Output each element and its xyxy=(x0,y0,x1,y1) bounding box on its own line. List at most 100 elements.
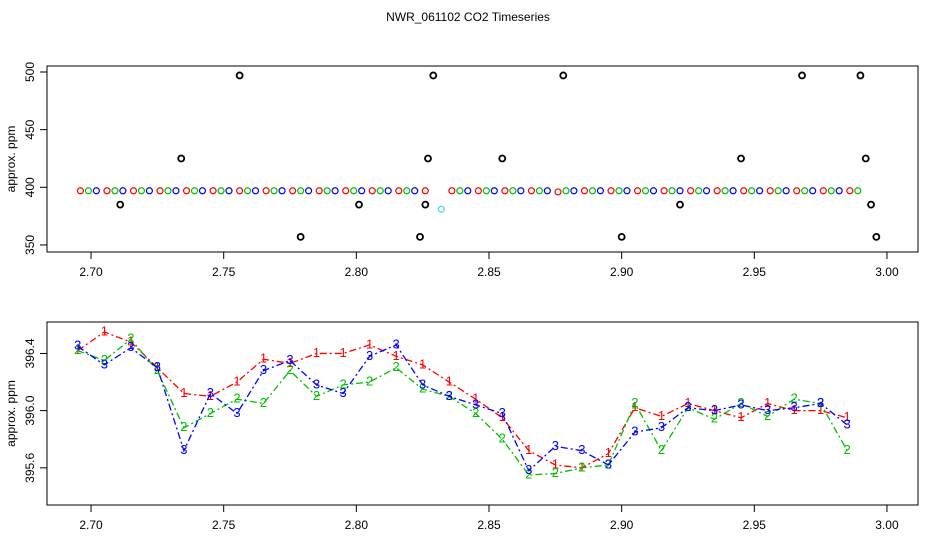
point-marker: 1 xyxy=(790,402,797,417)
point-marker: 3 xyxy=(764,402,771,417)
point-marker: 1 xyxy=(552,456,559,471)
point-marker: 1 xyxy=(101,323,108,338)
point xyxy=(861,154,870,163)
point xyxy=(331,187,339,195)
point xyxy=(164,187,172,195)
point xyxy=(262,187,270,195)
point xyxy=(501,187,509,195)
point xyxy=(350,187,358,195)
x-tick-label: 2.80 xyxy=(345,518,369,532)
point-marker: 1 xyxy=(313,345,320,360)
point xyxy=(403,187,411,195)
x-tick-label: 3.00 xyxy=(875,265,899,279)
point xyxy=(559,71,568,80)
plot-frame xyxy=(46,65,919,253)
point-marker: 2 xyxy=(101,352,108,367)
point xyxy=(384,187,392,195)
point-marker: 2 xyxy=(631,395,638,410)
point-marker: 2 xyxy=(339,376,346,391)
point xyxy=(289,187,297,195)
point xyxy=(421,187,429,195)
point-marker: 1 xyxy=(817,402,824,417)
point-marker: 1 xyxy=(499,409,506,424)
point-marker: 1 xyxy=(578,459,585,474)
point xyxy=(702,187,711,195)
point-marker: 2 xyxy=(737,395,744,410)
point xyxy=(535,187,544,195)
point xyxy=(517,187,525,195)
point xyxy=(694,187,703,195)
point xyxy=(827,187,835,195)
point-marker: 3 xyxy=(313,376,320,391)
point xyxy=(177,154,186,163)
x-tick-label: 2.95 xyxy=(743,265,767,279)
point-marker: 1 xyxy=(419,356,426,371)
point xyxy=(474,187,482,195)
point xyxy=(278,187,286,195)
point xyxy=(209,187,217,195)
point xyxy=(103,187,111,195)
y-tick-label: 400 xyxy=(23,177,37,197)
point xyxy=(411,187,419,195)
point-marker: 3 xyxy=(180,442,187,457)
point-marker: 2 xyxy=(154,362,161,377)
point xyxy=(615,187,623,195)
point xyxy=(236,187,244,195)
x-tick-label: 2.85 xyxy=(477,265,501,279)
point-marker: 3 xyxy=(525,462,532,477)
point xyxy=(437,205,445,213)
point xyxy=(819,187,827,195)
point-marker: 3 xyxy=(233,405,240,420)
point xyxy=(464,187,472,195)
point xyxy=(846,187,854,195)
y-tick-label: 396.4 xyxy=(23,338,37,368)
point xyxy=(641,187,650,195)
point xyxy=(376,187,384,195)
point-marker: 2 xyxy=(313,388,320,403)
point-marker: 2 xyxy=(233,391,240,406)
point-marker: 1 xyxy=(233,373,240,388)
point-marker: 2 xyxy=(817,395,824,410)
point-marker: 3 xyxy=(366,348,373,363)
point-marker: 3 xyxy=(684,399,691,414)
point-marker: 2 xyxy=(393,359,400,374)
point xyxy=(251,187,260,195)
point xyxy=(395,187,403,195)
point-marker: 1 xyxy=(446,373,453,388)
point xyxy=(315,187,323,195)
point-marker: 1 xyxy=(393,348,400,363)
point-marker: 1 xyxy=(764,395,771,410)
point xyxy=(580,187,589,195)
point xyxy=(596,187,605,195)
point xyxy=(424,154,432,163)
point-marker: 3 xyxy=(446,388,453,403)
point xyxy=(543,187,551,195)
point-marker: 1 xyxy=(180,385,187,400)
point xyxy=(358,187,366,195)
point xyxy=(721,187,729,195)
point xyxy=(182,187,191,195)
point xyxy=(490,187,498,195)
point-marker: 1 xyxy=(605,445,612,460)
x-tick-label: 2.95 xyxy=(743,518,767,532)
point-marker: 1 xyxy=(525,442,532,457)
point-marker: 3 xyxy=(154,359,161,374)
x-tick-label: 2.70 xyxy=(79,518,103,532)
point-marker: 1 xyxy=(74,342,81,357)
point-marker: 1 xyxy=(154,359,161,374)
point xyxy=(145,187,154,195)
point-marker: 1 xyxy=(366,336,373,351)
point-marker: 2 xyxy=(578,459,585,474)
point xyxy=(323,187,331,195)
point xyxy=(190,187,199,195)
point-marker: 2 xyxy=(844,442,851,457)
x-tick-label: 2.80 xyxy=(345,265,369,279)
point xyxy=(774,187,782,195)
point xyxy=(729,187,737,195)
point xyxy=(737,154,745,163)
point xyxy=(217,187,225,195)
point-marker: 3 xyxy=(260,362,267,377)
point xyxy=(270,187,278,195)
point xyxy=(798,71,806,80)
point xyxy=(355,200,363,209)
